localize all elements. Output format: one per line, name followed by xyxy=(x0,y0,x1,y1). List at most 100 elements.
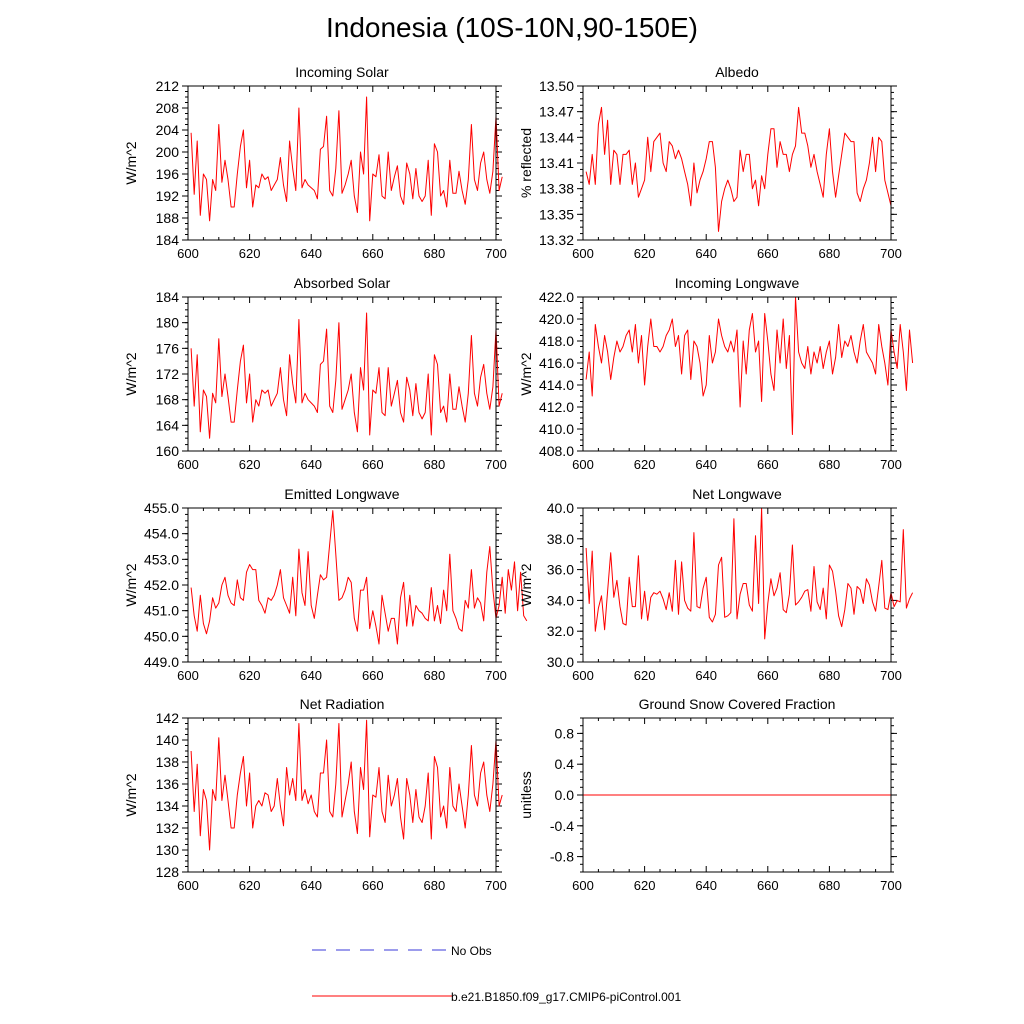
panel-net-longwave: Net Longwave W/m^2 600 620 640 660 680 700 30.0 3… xyxy=(518,486,914,683)
y-tick-label: 184 xyxy=(156,232,180,248)
panel-title: Albedo xyxy=(715,64,759,80)
y-tick-label: 13.38 xyxy=(539,181,574,197)
y-tick-label: 188 xyxy=(156,210,180,226)
x-tick-label: 680 xyxy=(424,668,446,683)
x-tick-label: 620 xyxy=(239,668,261,683)
y-tick-label: 164 xyxy=(156,417,180,433)
y-tick-label: 34.0 xyxy=(547,592,574,608)
panel-incoming-solar: Incoming Solar W/m^2 600 620 640 660 680 700 184… xyxy=(123,64,507,261)
y-tick-label: -0.8 xyxy=(550,849,574,865)
x-tick-label: 700 xyxy=(880,246,902,261)
x-tick-label: 640 xyxy=(695,246,717,261)
y-tick-label: 13.50 xyxy=(539,78,574,94)
y-tick-label: 184 xyxy=(156,289,180,305)
series-line xyxy=(585,296,914,435)
x-tick-label: 700 xyxy=(485,878,507,893)
x-tick-label: 640 xyxy=(695,457,717,472)
x-tick-label: 640 xyxy=(695,668,717,683)
series-line xyxy=(190,312,503,439)
y-tick-label: 455.0 xyxy=(144,500,179,516)
plot-frame xyxy=(187,85,497,241)
y-tick-label: 422.0 xyxy=(539,289,574,305)
x-tick-label: 680 xyxy=(424,878,446,893)
x-tick-label: 600 xyxy=(177,668,199,683)
x-tick-label: 640 xyxy=(300,878,322,893)
x-tick-label: 680 xyxy=(424,246,446,261)
x-tick-label: 660 xyxy=(362,668,384,683)
x-tick-label: 600 xyxy=(572,878,594,893)
panel-title: Ground Snow Covered Fraction xyxy=(639,696,836,712)
plot-frame xyxy=(187,296,497,452)
y-tick-label: 160 xyxy=(156,443,180,459)
plot-frame xyxy=(582,507,892,663)
y-tick-label: 32.0 xyxy=(547,623,574,639)
y-tick-label: 408.0 xyxy=(539,443,574,459)
y-tick-label: 204 xyxy=(156,122,180,138)
y-tick-label: 180 xyxy=(156,315,180,331)
legend: No Obs b.e21.B1850.f09_g17.CMIP6-piContr… xyxy=(312,944,681,1004)
x-tick-label: 600 xyxy=(572,457,594,472)
x-tick-label: 620 xyxy=(634,457,656,472)
x-tick-label: 680 xyxy=(819,668,841,683)
x-tick-label: 620 xyxy=(239,246,261,261)
x-tick-label: 640 xyxy=(300,457,322,472)
y-tick-label: 452.0 xyxy=(144,577,179,593)
y-tick-label: 140 xyxy=(156,732,180,748)
plot-frame xyxy=(187,717,497,873)
x-tick-label: 620 xyxy=(239,457,261,472)
y-tick-label: 449.0 xyxy=(144,654,179,670)
x-tick-label: 660 xyxy=(362,246,384,261)
x-tick-label: 680 xyxy=(819,246,841,261)
panel-absorbed-solar: Absorbed Solar W/m^2 600 620 640 660 680 700 160… xyxy=(123,275,507,472)
panel-emitted-longwave: Emitted Longwave W/m^2 600 620 640 660 680 700 4… xyxy=(123,486,528,683)
x-tick-label: 700 xyxy=(485,668,507,683)
panel-title: Incoming Longwave xyxy=(675,275,800,291)
panel-ground-snow-covered-fraction: Ground Snow Covered Fraction unitless 600 6… xyxy=(518,696,902,893)
x-tick-label: 700 xyxy=(880,457,902,472)
series-line xyxy=(190,96,503,222)
panel-title: Emitted Longwave xyxy=(284,486,399,502)
x-tick-label: 600 xyxy=(177,457,199,472)
y-tick-label: 138 xyxy=(156,754,180,770)
x-tick-label: 700 xyxy=(485,457,507,472)
panel-net-radiation: Net Radiation W/m^2 600 620 640 660 680 700 128 1… xyxy=(123,696,507,893)
x-tick-label: 660 xyxy=(362,878,384,893)
x-tick-label: 680 xyxy=(424,457,446,472)
figure-title: Indonesia (10S-10N,90-150E) xyxy=(325,12,698,43)
y-tick-label: 168 xyxy=(156,392,180,408)
x-tick-label: 660 xyxy=(362,457,384,472)
x-tick-label: 620 xyxy=(634,878,656,893)
x-tick-label: 620 xyxy=(239,878,261,893)
legend-label-no-obs: No Obs xyxy=(451,944,492,958)
y-tick-label: 418.0 xyxy=(539,333,574,349)
y-tick-label: 0.4 xyxy=(555,756,575,772)
panel-title: Incoming Solar xyxy=(295,64,389,80)
y-tick-label: 142 xyxy=(156,710,180,726)
x-tick-label: 600 xyxy=(572,668,594,683)
y-tick-label: 196 xyxy=(156,166,180,182)
x-tick-label: 620 xyxy=(634,668,656,683)
panel-incoming-longwave: Incoming Longwave W/m^2 600 620 640 660 680 700… xyxy=(518,275,914,472)
y-tick-label: 420.0 xyxy=(539,311,574,327)
y-tick-label: 0.8 xyxy=(555,725,575,741)
x-tick-label: 640 xyxy=(300,668,322,683)
plot-frame xyxy=(187,507,497,663)
panel-title: Net Longwave xyxy=(692,486,782,502)
y-axis-label: W/m^2 xyxy=(123,563,139,606)
y-axis-label: W/m^2 xyxy=(518,563,534,606)
plot-frame xyxy=(582,717,892,873)
panel-title: Net Radiation xyxy=(300,696,385,712)
y-tick-label: 451.0 xyxy=(144,603,179,619)
x-tick-label: 700 xyxy=(880,668,902,683)
panel-title: Absorbed Solar xyxy=(294,275,391,291)
x-tick-label: 600 xyxy=(177,246,199,261)
y-tick-label: 454.0 xyxy=(144,526,179,542)
y-tick-label: 13.32 xyxy=(539,232,574,248)
y-tick-label: 38.0 xyxy=(547,531,574,547)
y-tick-label: 13.47 xyxy=(539,104,574,120)
y-tick-label: 136 xyxy=(156,776,180,792)
x-tick-label: 660 xyxy=(757,246,779,261)
y-tick-label: 134 xyxy=(156,798,180,814)
y-axis-label: W/m^2 xyxy=(123,141,139,184)
x-tick-label: 660 xyxy=(757,668,779,683)
